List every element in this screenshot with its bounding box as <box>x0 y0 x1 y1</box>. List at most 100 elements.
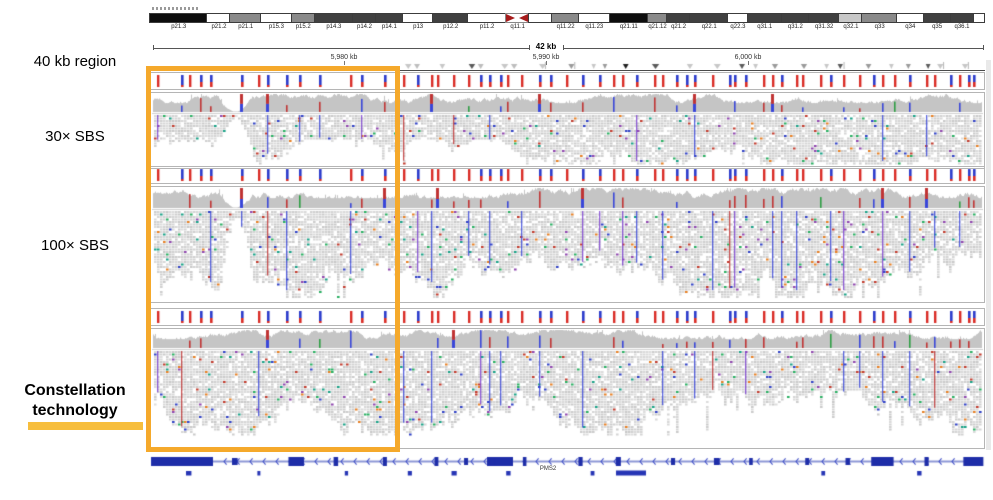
ideogram-band[interactable]: q11.23 <box>577 13 610 31</box>
ideogram-band-label: q34 <box>905 24 916 30</box>
ideogram-band-box[interactable] <box>646 13 668 23</box>
ideogram-band-box[interactable] <box>260 13 292 23</box>
ideogram-band[interactable]: q34 <box>895 13 924 31</box>
ruler-tick-mark <box>748 61 749 65</box>
ideogram-band[interactable]: p15.3 <box>260 13 292 31</box>
ideogram-band-box[interactable] <box>551 13 579 23</box>
ideogram-band[interactable]: q21.11 <box>608 13 648 31</box>
fine-print-caption <box>152 7 198 10</box>
ideogram-band-box[interactable] <box>666 13 691 23</box>
ideogram-band-box[interactable] <box>608 13 648 23</box>
ideogram-band-label: q11.22 <box>556 24 575 30</box>
ideogram-band[interactable]: q21.2 <box>666 13 691 31</box>
ideogram-band-label: p14.2 <box>356 24 372 30</box>
ruler-tick-label: 6,000 kb <box>734 54 762 61</box>
scrollbar[interactable] <box>986 60 991 450</box>
ideogram-band-label: q32.1 <box>843 24 859 30</box>
ideogram-band[interactable]: p14.3 <box>313 13 353 31</box>
ruler-line-right <box>563 48 983 49</box>
ideogram-band[interactable]: p21.2 <box>206 13 231 31</box>
ideogram-band-box[interactable] <box>577 13 610 23</box>
gene-name-label: PMS2 <box>539 466 557 472</box>
constellation-label-line2: technology <box>32 402 118 419</box>
ideogram-band-label: q31.32 <box>814 24 834 30</box>
ideogram-band-label: q31.2 <box>787 24 803 30</box>
chromosome-ideogram[interactable]: p21.3 p21.2 p21.1 p15.3 p15.2 p14.3 p14.2 p14.1… <box>149 13 985 31</box>
ideogram-band[interactable]: p11.2 <box>466 13 507 31</box>
ideogram-band[interactable]: p15.2 <box>290 13 315 31</box>
ruler-gap-tick <box>563 45 564 50</box>
ideogram-band-box[interactable] <box>229 13 262 23</box>
ideogram-band[interactable]: q21.12 <box>646 13 668 31</box>
ideogram-band[interactable]: q31.1 <box>746 13 782 31</box>
track-label-30x-sbs: 30× SBS <box>45 128 105 145</box>
ideogram-band-label: q36.1 <box>954 24 970 30</box>
ideogram-band-box[interactable] <box>949 13 974 23</box>
ideogram-band-label: q21.2 <box>671 24 687 30</box>
ideogram-band-box[interactable] <box>861 13 897 23</box>
ruler-tick-mark <box>344 61 345 65</box>
ideogram-band-box[interactable] <box>401 13 434 23</box>
ideogram-band[interactable]: q33 <box>861 13 897 31</box>
ideogram-band-label: q22.1 <box>701 24 717 30</box>
ideogram-band-box[interactable] <box>206 13 231 23</box>
ideogram-band-box[interactable] <box>432 13 468 23</box>
ideogram-band[interactable]: q31.32 <box>807 13 840 31</box>
ideogram-band-box[interactable] <box>313 13 353 23</box>
ideogram-band-box[interactable] <box>922 13 951 23</box>
ideogram-band-box[interactable] <box>727 13 748 23</box>
ideogram-band-box[interactable] <box>972 13 985 23</box>
ideogram-band-label: p15.2 <box>295 24 311 30</box>
ruler-line-left <box>153 48 529 49</box>
ideogram-band-label: q11.1 <box>510 24 525 30</box>
track-label-100x-sbs: 100× SBS <box>41 237 109 254</box>
ideogram-band-label: q33 <box>874 24 885 30</box>
ideogram-band[interactable]: q35 <box>922 13 951 31</box>
ideogram-band[interactable]: p14.1 <box>374 13 403 31</box>
ideogram-band-label: p21.3 <box>171 24 187 30</box>
ideogram-band[interactable] <box>528 13 553 31</box>
ideogram-band-label: q11.23 <box>585 24 604 30</box>
centromere-icon <box>519 14 529 22</box>
constellation-underline <box>28 422 143 430</box>
ideogram-band-box[interactable] <box>149 13 208 23</box>
ideogram-band[interactable]: q36.1 <box>949 13 974 31</box>
ideogram-band-label: q21.12 <box>648 24 667 30</box>
centromere-icon <box>506 14 516 22</box>
ideogram-band-box[interactable] <box>466 13 507 23</box>
ideogram-band-label: p21.2 <box>211 24 227 30</box>
ideogram-band-label: p13 <box>413 24 424 30</box>
ideogram-band-box[interactable] <box>895 13 924 23</box>
ideogram-band[interactable]: q11.1 <box>505 13 530 31</box>
ideogram-band-label: q21.11 <box>619 24 638 30</box>
ideogram-band[interactable]: p13 <box>401 13 434 31</box>
ideogram-band[interactable] <box>972 13 985 31</box>
ideogram-band[interactable]: q22.3 <box>727 13 748 31</box>
ideogram-band[interactable]: p14.2 <box>352 13 376 31</box>
constellation-label-line1: Constellation <box>24 382 126 399</box>
track-label-constellation: Constellation technology <box>0 381 150 421</box>
ideogram-band[interactable]: q22.1 <box>689 13 729 31</box>
ideogram-band[interactable]: p21.3 <box>149 13 208 31</box>
ideogram-band-label: q31.1 <box>757 24 773 30</box>
ideogram-band-box[interactable] <box>807 13 840 23</box>
ideogram-band-box[interactable] <box>290 13 315 23</box>
ruler-end-tick <box>153 45 154 50</box>
ideogram-band-label: q35 <box>932 24 943 30</box>
ideogram-band-box[interactable] <box>689 13 729 23</box>
ideogram-band-box[interactable] <box>528 13 553 23</box>
ideogram-band[interactable]: q31.2 <box>780 13 809 31</box>
ideogram-band-box[interactable] <box>505 13 530 23</box>
region-label: 40 kb region <box>33 53 117 70</box>
ideogram-band-box[interactable] <box>352 13 376 23</box>
ideogram-band[interactable]: p12.2 <box>432 13 468 31</box>
ideogram-band-box[interactable] <box>374 13 403 23</box>
ideogram-band[interactable]: q11.22 <box>551 13 579 31</box>
ideogram-band-box[interactable] <box>780 13 809 23</box>
ideogram-band[interactable]: q32.1 <box>838 13 863 31</box>
ideogram-band[interactable]: p21.1 <box>229 13 262 31</box>
ideogram-band-box[interactable] <box>746 13 782 23</box>
ideogram-band-box[interactable] <box>838 13 863 23</box>
